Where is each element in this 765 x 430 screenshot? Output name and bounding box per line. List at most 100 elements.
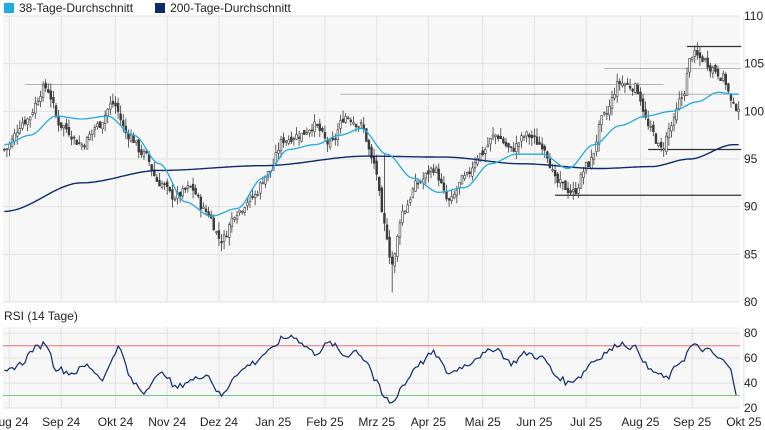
candle-body xyxy=(551,169,554,171)
candle-body xyxy=(401,210,404,224)
candle-body xyxy=(315,124,319,126)
legend-label-sma200: 200-Tage-Durchschnitt xyxy=(170,1,291,15)
candle-body xyxy=(160,183,164,188)
candle-body xyxy=(111,100,115,105)
candle-body xyxy=(321,127,324,132)
candle-body xyxy=(251,195,254,198)
price-y-tick-label: 100 xyxy=(744,104,764,118)
candle-body xyxy=(450,196,453,201)
candle-body xyxy=(654,133,658,144)
rsi-y-tick-label: 60 xyxy=(744,351,758,365)
candle-body xyxy=(372,156,376,164)
candle-body xyxy=(409,199,412,203)
candle-body xyxy=(390,256,394,265)
candle-body xyxy=(572,189,575,192)
candle-body xyxy=(634,83,637,93)
sma38-line xyxy=(4,91,739,217)
candle-body xyxy=(153,169,156,177)
price-y-tick-label: 85 xyxy=(744,247,758,261)
candle-body xyxy=(703,58,707,61)
candle-body xyxy=(636,84,640,95)
candle-body xyxy=(473,162,477,169)
candle-body xyxy=(504,141,508,147)
candle-body xyxy=(548,158,552,169)
x-tick-label: Nov 24 xyxy=(148,415,186,429)
candle-body xyxy=(106,108,109,116)
candle-body xyxy=(163,183,166,185)
rsi-y-tick-label: 20 xyxy=(744,401,758,415)
candle-body xyxy=(494,134,497,137)
x-tick-label: Sep 25 xyxy=(673,415,711,429)
candle-body xyxy=(331,137,334,141)
candle-body xyxy=(116,102,120,112)
candle-body xyxy=(507,143,510,148)
candle-body xyxy=(693,50,696,57)
candle-body xyxy=(564,180,567,191)
candle-body xyxy=(559,179,562,184)
candle-body xyxy=(610,97,614,109)
candle-body xyxy=(233,217,236,220)
candle-body xyxy=(91,130,94,135)
candle-body xyxy=(178,192,182,197)
candle-body xyxy=(370,146,373,159)
candle-body xyxy=(18,128,22,134)
candle-body xyxy=(734,103,738,111)
rsi-panel-title: RSI (14 Tage) xyxy=(4,309,78,323)
candle-body xyxy=(57,115,60,126)
candle-body xyxy=(406,204,409,213)
candle-body xyxy=(217,230,221,239)
candle-body xyxy=(652,124,655,132)
candle-body xyxy=(429,167,433,173)
candle-body xyxy=(122,120,125,127)
candle-body xyxy=(465,172,469,175)
candle-body xyxy=(132,134,135,143)
candle-body xyxy=(253,194,257,199)
candle-body xyxy=(287,139,290,144)
legend-label-sma38: 38-Tage-Durchschnitt xyxy=(19,1,134,15)
candle-body xyxy=(303,129,306,135)
candle-body xyxy=(595,141,598,152)
legend-item-sma200: 200-Tage-Durchschnitt xyxy=(155,1,291,15)
candle-body xyxy=(662,148,665,151)
candle-body xyxy=(491,134,495,138)
candle-body xyxy=(222,234,226,242)
candle-body xyxy=(383,212,386,224)
candle-body xyxy=(215,231,218,233)
candle-body xyxy=(261,182,265,185)
candle-body xyxy=(295,134,298,140)
candle-body xyxy=(497,135,500,139)
candle-body xyxy=(385,224,389,240)
chart-legend: 38-Tage-Durchschnitt 200-Tage-Durchschni… xyxy=(4,1,291,15)
candle-body xyxy=(31,112,34,116)
sma200-line xyxy=(4,144,739,213)
candle-body xyxy=(460,175,464,185)
candle-body xyxy=(608,106,611,116)
candle-body xyxy=(339,120,342,129)
candle-body xyxy=(54,105,58,116)
candle-body xyxy=(424,172,428,179)
candle-body xyxy=(78,142,81,144)
candle-body xyxy=(85,136,89,150)
candle-body xyxy=(628,85,632,89)
candle-body xyxy=(499,135,502,140)
candle-body xyxy=(98,121,102,128)
candle-body xyxy=(592,152,596,160)
candle-body xyxy=(282,137,285,144)
candle-body xyxy=(613,94,616,99)
candle-body xyxy=(416,182,420,185)
candle-body xyxy=(362,124,365,129)
candle-body xyxy=(618,81,621,84)
x-tick-label: Sep 24 xyxy=(42,415,80,429)
candle-body xyxy=(659,141,663,148)
candle-body xyxy=(313,121,316,132)
candle-body xyxy=(28,116,32,121)
x-tick-label: Jul 25 xyxy=(570,415,602,429)
candle-body xyxy=(600,115,603,126)
candle-body xyxy=(13,133,16,142)
candle-body xyxy=(129,134,133,142)
candle-body xyxy=(597,124,601,145)
legend-swatch-sma38 xyxy=(4,3,14,13)
candle-body xyxy=(528,134,531,138)
price-y-tick-label: 95 xyxy=(744,152,758,166)
candle-body xyxy=(522,136,526,138)
